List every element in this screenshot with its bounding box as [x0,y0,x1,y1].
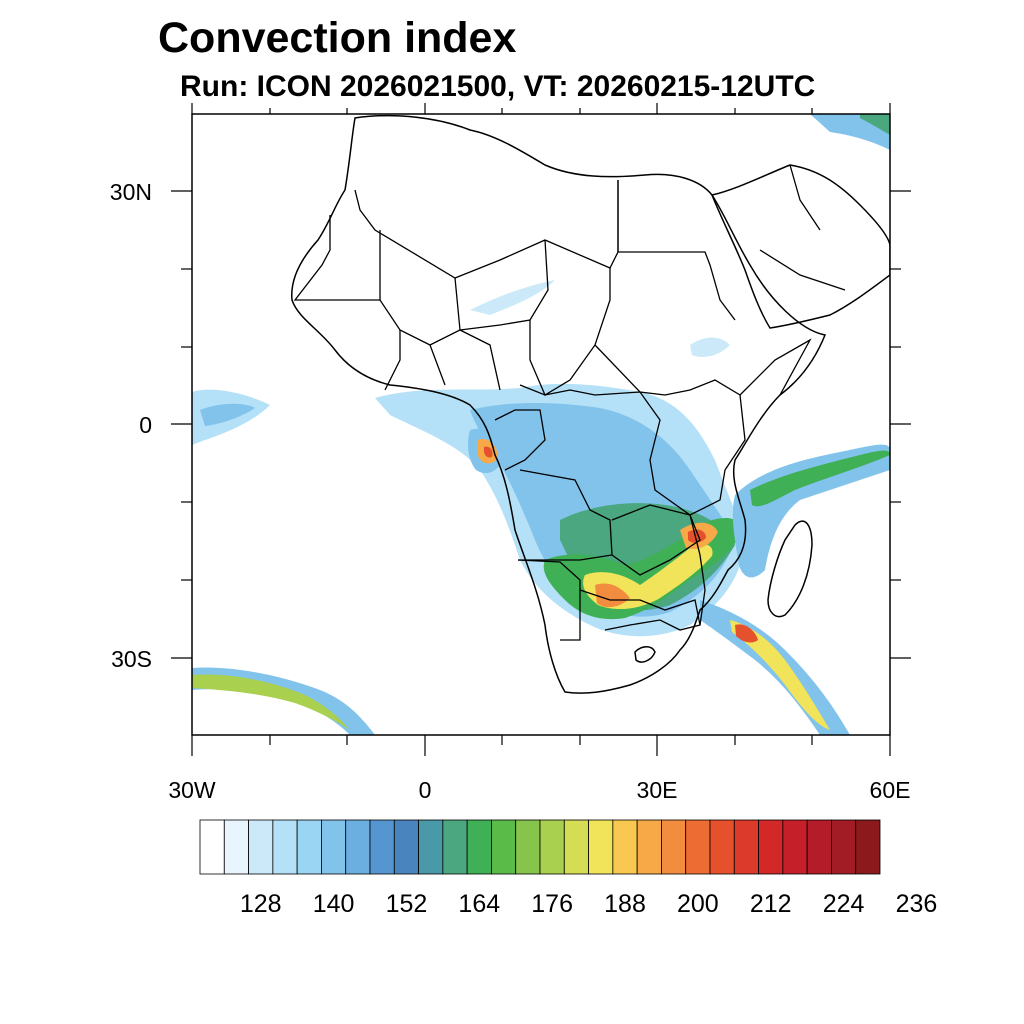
lat-label-0: 0 [139,412,152,438]
field-atlantic-west-core [200,403,255,426]
country-borders [293,164,846,641]
colorbar-label: 188 [604,890,646,918]
colorbar-swatch [466,819,492,875]
field-arabia-ne-green [860,114,890,135]
field-horn [690,337,730,357]
border-sudan-egypt [618,251,736,321]
field-south-atlantic-core [192,674,350,730]
convection-field [192,114,890,735]
colorbar-swatch [272,819,298,875]
colorbar-swatch [758,819,784,875]
colorbar-swatch [442,819,468,875]
border-maghreb [354,180,619,279]
field-cameroon-red [483,446,493,458]
madagascar-coastline [767,520,813,618]
border-west-africa [384,329,501,391]
lon-label-60E: 60E [870,777,911,803]
colorbar-swatch [806,819,832,875]
lon-label-0: 0 [419,777,432,803]
border-east-africa [594,344,746,471]
colorbar-swatch [685,819,711,875]
colorbar-label: 236 [896,890,938,918]
colorbar-label: 128 [240,890,282,918]
colorbar-swatch [733,819,759,875]
colorbar-label: 140 [313,890,355,918]
field-indian-ocean-core [730,620,830,730]
lat-label-30N: 30N [110,179,152,205]
colorbar-swatch [515,819,541,875]
border-botswana-sa [579,589,701,631]
colorbar [199,819,881,875]
lon-label-30E: 30E [637,777,678,803]
colorbar-swatch [612,819,638,875]
colorbar-swatch [393,819,419,875]
colorbar-swatch [321,819,347,875]
colorbar-swatch [491,819,517,875]
border-ethiopia-somalia [739,338,812,396]
field-southern-africa-orange [595,583,630,608]
field-sahel-streak [470,280,555,315]
colorbar-labels: 128 140 152 164 176 188 200 212 224 236 [240,890,937,918]
colorbar-swatch [248,819,274,875]
colorbar-swatch [831,819,857,875]
colorbar-swatch [709,819,735,875]
colorbar-swatch [296,819,322,875]
map-subtitle: Run: ICON 2026021500, VT: 20260215-12UTC [180,70,816,103]
border-chad-sudan [529,268,611,396]
border-arabia [759,164,846,291]
field-indian-ocean-red [735,624,758,643]
colorbar-swatch [369,819,395,875]
colorbar-label: 200 [677,890,719,918]
map-title: Convection index [158,14,517,62]
colorbar-label: 176 [531,890,573,918]
border-angola [518,469,613,561]
field-madagascar [732,444,890,578]
colorbar-swatch [636,819,662,875]
colorbar-swatch [223,819,249,875]
colorbar-label: 224 [823,890,865,918]
colorbar-label: 164 [458,890,500,918]
border-gabon-congo [494,409,546,471]
axis-ticks [171,103,911,756]
field-madagascar-green [750,450,890,507]
border-namibia [517,559,581,641]
africa-coastline [291,114,827,694]
lesotho-border [634,646,656,663]
colorbar-swatch [345,819,371,875]
colorbar-swatch [563,819,589,875]
colorbar-swatch [782,819,808,875]
colorbar-swatch [661,819,687,875]
colorbar-swatch [855,819,881,875]
border-congo-basin [519,384,726,516]
border-zambia [611,504,701,576]
colorbar-label: 212 [750,890,792,918]
colorbar-swatch [539,819,565,875]
field-malawi-red [688,529,706,543]
lon-label-30W: 30W [168,777,216,803]
border-sahara-west [293,215,381,301]
colorbar-swatch [588,819,614,875]
colorbar-label: 152 [386,890,428,918]
colorbar-swatch [199,819,225,875]
border-mozambique [689,514,706,626]
colorbar-swatch [418,819,444,875]
lat-label-30S: 30S [111,646,152,672]
